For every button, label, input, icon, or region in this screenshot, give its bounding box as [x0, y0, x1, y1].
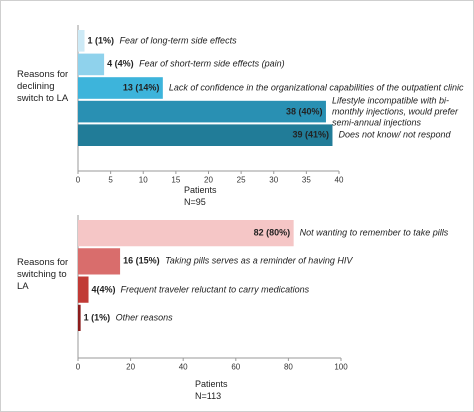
sample-size: N=95: [184, 197, 206, 207]
category-label: Does not know/ not respond: [338, 129, 451, 140]
x-tick-label: 10: [139, 176, 148, 185]
data-label: 1 (1%): [87, 35, 115, 46]
x-tick-label: 0: [76, 363, 81, 372]
category-label: Not wanting to remember to take pills: [299, 227, 449, 238]
data-label: 13 (14%): [122, 82, 160, 93]
data-label: 4(4%): [91, 284, 116, 295]
category-label: Fear of short-term side effects (pain): [139, 58, 285, 69]
bar: [78, 220, 294, 247]
bar: [78, 276, 89, 303]
x-axis-title: Patients: [195, 379, 228, 389]
x-tick-label: 40: [335, 176, 344, 185]
data-label: 16 (15%): [123, 255, 160, 266]
sample-size: N=113: [195, 391, 222, 401]
bar: [78, 77, 163, 99]
data-label: 39 (41%): [292, 129, 329, 140]
data-label: 4 (4%): [107, 58, 134, 69]
x-tick-label: 0: [76, 176, 81, 185]
category-label: Lifestyle incompatible with bi-monthly i…: [331, 95, 458, 128]
y-axis-title: Reasons for switching to LA: [17, 257, 69, 292]
bar: [78, 30, 85, 52]
x-tick-label: 60: [231, 363, 240, 372]
x-tick-label: 30: [269, 176, 278, 185]
category-label: Fear of long-term side effects: [119, 35, 237, 46]
x-tick-label: 20: [126, 363, 135, 372]
data-label: 82 (80%): [253, 227, 291, 238]
bar: [78, 248, 121, 275]
x-tick-label: 5: [108, 176, 113, 185]
category-label: Lack of confidence in the organizational…: [168, 82, 464, 93]
data-label: 38 (40%): [285, 106, 323, 117]
x-tick-label: 20: [204, 176, 213, 185]
x-tick-label: 40: [179, 363, 188, 372]
x-tick-label: 80: [284, 363, 293, 372]
x-tick-label: 100: [334, 363, 348, 372]
category-label: Other reasons: [115, 312, 173, 323]
category-label: Frequent traveler reluctant to carry med…: [120, 284, 310, 295]
category-label: Taking pills serves as a reminder of hav…: [165, 255, 353, 266]
x-axis-title: Patients: [184, 185, 217, 195]
y-axis-title: Reasons for declining switch to LA: [17, 69, 69, 104]
x-tick-label: 35: [302, 176, 311, 185]
bar: [78, 124, 333, 146]
data-label: 1 (1%): [83, 312, 111, 323]
bar: [78, 100, 326, 123]
x-tick-label: 25: [237, 176, 246, 185]
x-tick-label: 15: [171, 176, 180, 185]
bar: [78, 53, 105, 76]
bar: [78, 304, 81, 331]
